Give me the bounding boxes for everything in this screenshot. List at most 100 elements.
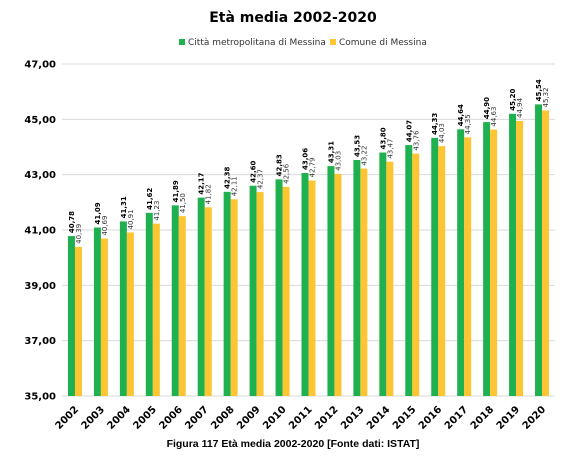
bar-comune: [438, 146, 446, 396]
bar-citta-metropolitana: [275, 179, 283, 396]
bar-comune: [126, 232, 134, 396]
bar-comune: [386, 161, 394, 396]
bar-citta-metropolitana: [197, 197, 205, 396]
x-tick-label: 2014: [365, 404, 392, 431]
data-label-comune: 42,37: [257, 169, 265, 189]
data-label-citta-metropolitana: 42,38: [224, 167, 232, 189]
data-label-comune: 41,50: [179, 193, 187, 213]
y-tick-label: 43,00: [24, 170, 56, 181]
bar-citta-metropolitana: [535, 104, 543, 396]
bar-citta-metropolitana: [249, 185, 257, 396]
data-label-citta-metropolitana: 44,64: [457, 104, 465, 126]
bar-comune: [282, 186, 290, 396]
bar-citta-metropolitana: [327, 166, 335, 396]
y-tick-label: 35,00: [24, 392, 56, 403]
x-tick-label: 2019: [495, 404, 522, 431]
bar-comune: [464, 137, 472, 397]
x-tick-label: 2003: [80, 404, 107, 431]
data-label-citta-metropolitana: 43,31: [327, 141, 335, 163]
bar-comune: [334, 173, 342, 396]
x-tick-label: 2011: [287, 404, 314, 431]
x-tick-label: 2006: [157, 404, 184, 431]
bar-citta-metropolitana: [405, 145, 413, 396]
x-tick-label: 2005: [131, 404, 158, 431]
x-tick-label: 2010: [261, 404, 288, 431]
x-tick-label: 2007: [183, 404, 210, 431]
data-label-citta-metropolitana: 41,89: [172, 180, 180, 202]
bar-citta-metropolitana: [457, 129, 465, 396]
legend-swatch-comune: [330, 39, 336, 45]
data-label-comune: 42,11: [231, 176, 239, 196]
bar-citta-metropolitana: [379, 152, 387, 396]
bar-comune: [490, 129, 498, 396]
x-tick-label: 2004: [106, 404, 133, 431]
chart-title: Età media 2002-2020: [209, 10, 377, 26]
bar-comune: [516, 120, 524, 396]
data-label-citta-metropolitana: 44,33: [431, 113, 439, 135]
data-label-comune: 45,32: [542, 87, 550, 107]
x-tick-label: 2018: [469, 404, 496, 431]
x-axis-ticks: 2002200320042005200620072008200920102011…: [54, 404, 549, 431]
y-tick-label: 41,00: [24, 226, 56, 237]
bar-citta-metropolitana: [171, 205, 179, 396]
bar-comune: [360, 168, 368, 396]
data-label-comune: 43,03: [334, 151, 342, 171]
bar-citta-metropolitana: [119, 221, 127, 396]
x-tick-label: 2015: [391, 404, 418, 431]
data-label-citta-metropolitana: 40,78: [68, 211, 76, 233]
y-tick-label: 45,00: [24, 115, 56, 126]
data-label-citta-metropolitana: 43,80: [379, 127, 387, 149]
bars: [67, 104, 550, 397]
x-tick-label: 2017: [443, 404, 470, 431]
bar-citta-metropolitana: [93, 227, 101, 396]
data-label-comune: 41,23: [153, 201, 161, 221]
x-tick-label: 2013: [339, 404, 366, 431]
data-label-comune: 44,94: [516, 97, 524, 118]
data-label-comune: 43,76: [412, 130, 420, 151]
bar-citta-metropolitana: [67, 236, 75, 396]
data-label-citta-metropolitana: 41,31: [120, 196, 128, 218]
legend-label-comune: Comune di Messina: [339, 38, 427, 48]
data-label-comune: 43,22: [360, 146, 368, 166]
bar-citta-metropolitana: [223, 191, 231, 396]
legend-label-citta-metropolitana: Città metropolitana di Messina: [188, 38, 326, 48]
bar-comune: [152, 223, 160, 396]
x-tick-label: 2016: [417, 404, 444, 431]
x-tick-label: 2020: [521, 404, 548, 431]
y-tick-label: 37,00: [24, 336, 56, 347]
y-axis-ticks: 35,00 37,00 39,00 41,00 43,00 45,00 47,00: [24, 60, 56, 403]
bar-comune: [178, 216, 186, 396]
legend: Città metropolitana di Messina Comune di …: [179, 38, 427, 48]
bar-comune: [74, 246, 82, 396]
data-label-citta-metropolitana: 41,62: [146, 188, 154, 210]
data-label-comune: 44,03: [438, 123, 446, 143]
data-label-citta-metropolitana: 43,06: [302, 148, 310, 170]
data-label-comune: 42,79: [309, 157, 317, 177]
y-tick-label: 39,00: [24, 281, 56, 292]
y-tick-label: 47,00: [24, 60, 56, 71]
data-label-citta-metropolitana: 42,60: [250, 160, 258, 182]
bar-comune: [412, 153, 420, 396]
bar-comune: [542, 110, 550, 396]
bar-citta-metropolitana: [353, 160, 361, 396]
data-label-citta-metropolitana: 43,53: [353, 135, 361, 157]
x-tick-label: 2002: [54, 404, 81, 431]
data-label-comune: 40,39: [75, 224, 83, 244]
data-label-citta-metropolitana: 41,09: [94, 202, 102, 224]
data-label-citta-metropolitana: 42,83: [276, 154, 284, 176]
bar-comune: [308, 180, 316, 396]
data-label-citta-metropolitana: 45,54: [535, 79, 543, 101]
bar-citta-metropolitana: [509, 113, 517, 397]
data-label-comune: 42,56: [283, 163, 291, 184]
bar-citta-metropolitana: [431, 137, 439, 396]
data-label-citta-metropolitana: 44,90: [483, 97, 491, 119]
bar-comune: [230, 199, 238, 396]
figure-caption: Figura 117 Età media 2002-2020 [Fonte da…: [166, 438, 420, 450]
bar-comune: [100, 238, 108, 396]
data-label-comune: 43,47: [386, 139, 394, 159]
data-label-comune: 41,82: [205, 184, 213, 204]
bar-citta-metropolitana: [483, 122, 491, 396]
